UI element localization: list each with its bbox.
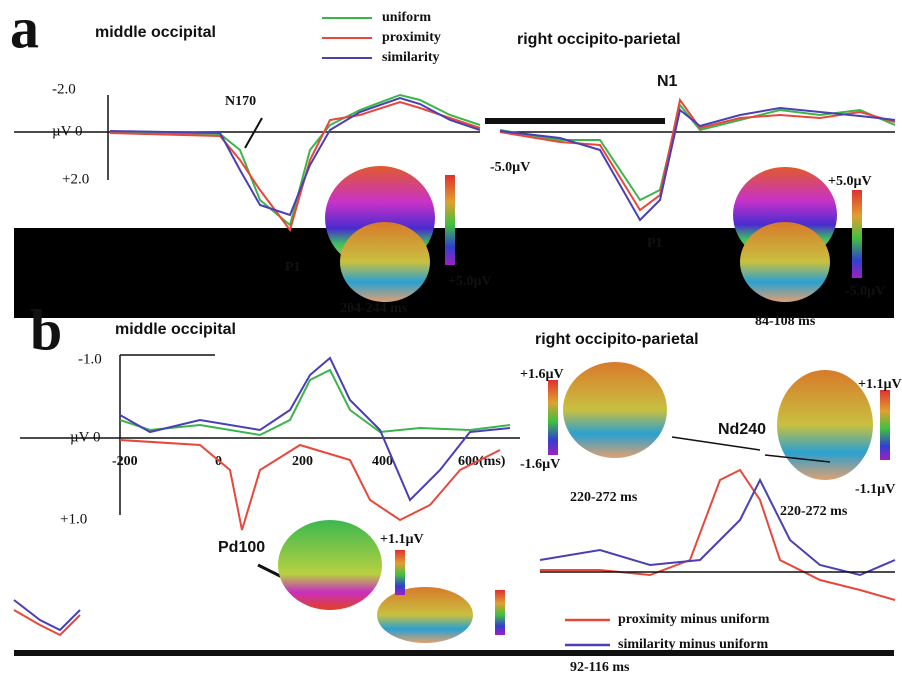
tick-label: -200 xyxy=(112,454,138,469)
panel-title: right occipito-parietal xyxy=(517,31,681,48)
component-label: P1 xyxy=(285,260,301,275)
axis-label: +2.0 xyxy=(62,171,89,187)
component-label: P1 xyxy=(647,236,663,251)
component-label: N1 xyxy=(657,73,678,90)
color-bar xyxy=(395,550,405,595)
tick-label: 400 xyxy=(372,454,393,469)
axis-label: +1.0 xyxy=(60,511,87,527)
head-map xyxy=(740,222,830,302)
component-label: Nd240 xyxy=(718,421,766,438)
panel-title: middle occipital xyxy=(95,24,216,41)
scale-label: -5.0µV xyxy=(490,160,530,175)
bar-artifact xyxy=(485,118,665,124)
head-map xyxy=(278,520,382,610)
time-label: 204-244 ms xyxy=(340,301,408,316)
color-bar xyxy=(880,390,890,460)
legend-label: similarity minus uniform xyxy=(618,637,768,652)
time-label: 220-272 ms xyxy=(570,490,638,505)
scale-label: +1.6µV xyxy=(520,367,564,382)
head-map xyxy=(563,362,667,458)
component-label: N170 xyxy=(225,94,256,109)
component-label: Pd100 xyxy=(218,539,265,556)
color-bar xyxy=(495,590,505,635)
time-label: 92-116 ms xyxy=(570,660,630,675)
legend-label: similarity xyxy=(382,50,440,65)
head-map xyxy=(377,587,473,643)
panel-title: right occipito-parietal xyxy=(535,331,699,348)
color-bar xyxy=(852,190,862,278)
scale-label: +1.1µV xyxy=(858,377,902,392)
axis-label: -1.0 xyxy=(78,351,102,367)
panel-title: middle occipital xyxy=(115,321,236,338)
tick-label: 200 xyxy=(292,454,313,469)
head-map xyxy=(340,222,430,302)
scale-label: +1.1µV xyxy=(380,532,424,547)
legend-label: proximity minus uniform xyxy=(618,612,770,627)
legend-label: proximity xyxy=(382,30,441,45)
arrow xyxy=(245,118,262,148)
scale-label: -1.6µV xyxy=(520,457,560,472)
color-bar xyxy=(445,175,455,265)
time-label: 220-272 ms xyxy=(780,504,848,519)
scale-label: -1.1µV xyxy=(855,482,895,497)
panel-label: b xyxy=(30,297,62,362)
scale-label: +5.0µV xyxy=(448,274,492,289)
axis-label: -2.0 xyxy=(52,81,76,97)
panel-label: a xyxy=(10,0,39,60)
arrow xyxy=(672,437,760,450)
scale-label: +5.0µV xyxy=(828,174,872,189)
scale-label: -5.0µV xyxy=(845,284,885,299)
legend-label: uniform xyxy=(382,10,431,25)
figure: a middle occipital right occipito-pariet… xyxy=(0,0,902,678)
time-label: 84-108 ms xyxy=(755,314,816,329)
color-bar xyxy=(548,380,558,455)
